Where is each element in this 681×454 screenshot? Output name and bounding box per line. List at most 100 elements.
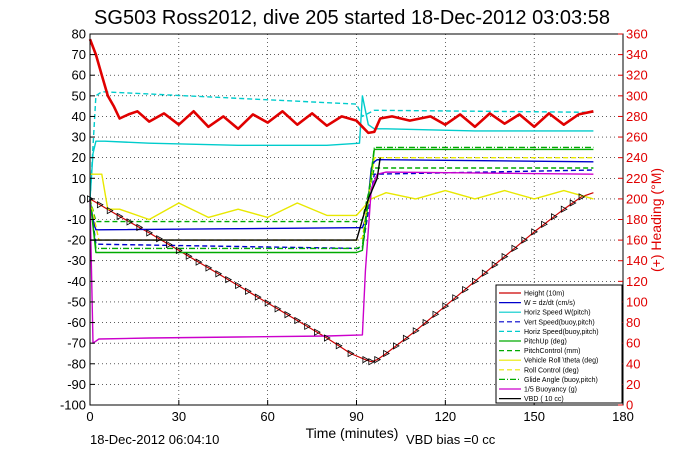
y-tick-label-6: -40 [67,274,86,289]
right-tick-label-14: 280 [626,109,648,124]
height-marker [195,258,203,266]
height-marker [432,310,440,318]
height-marker [347,349,355,358]
legend-label-11: VBD ( 10 cc) [524,396,564,403]
legend-label-10: 1/5 Buoyancy (g) [524,387,577,394]
height-marker [393,342,400,350]
legend-label-8: Roll Control (deg) [524,367,579,374]
chart-title: SG503 Ross2012, dive 205 started 18-Dec-… [94,7,610,29]
series-line-heading-m [88,38,594,135]
right-tick-label-3: 60 [626,336,640,351]
height-marker [442,302,450,310]
height-marker [215,270,223,278]
height-marker [531,228,539,236]
x-tick-label-0: 0 [86,409,93,424]
height-marker [96,201,104,209]
height-marker [235,281,242,290]
height-marker [335,342,343,350]
series-line-horiz-speed-w-pitch [89,95,594,199]
height-marker [284,310,292,319]
height-marker [274,305,282,313]
y-tick-label-16: 60 [72,68,86,83]
height-marker [106,206,114,215]
height-marker [205,264,213,272]
height-marker [175,246,183,255]
y-tick-label-10: 0 [79,191,86,206]
height-marker [472,277,479,286]
height-marker [245,287,252,295]
height-marker [225,275,233,284]
height-marker [402,334,410,343]
height-marker [264,299,272,307]
right-axis-ticks: 0 20 40 60 80 100 120 140 160 180 200 220 240 260 280 3… [618,27,648,413]
y-axis-ticks: -100-90-80-70-60-50-40-30-20-10010203040… [60,27,95,413]
x-tick-label-4: 120 [434,409,456,424]
x-tick-label-1: 30 [172,409,186,424]
y-tick-label-0: -100 [60,398,86,413]
height-marker [146,229,154,237]
series-line-1-5-buoyancy-g [89,171,594,344]
y-tick-label-17: 70 [72,47,86,62]
height-marker [166,240,173,249]
y-tick-label-13: 30 [72,130,86,145]
right-tick-label-17: 340 [626,47,648,62]
height-marker [368,358,376,366]
right-tick-label-6: 120 [626,274,648,289]
right-tick-label-11: 220 [626,171,648,186]
x-tick-label-2: 60 [260,409,274,424]
height-marker [481,269,489,277]
right-tick-label-5: 100 [626,294,648,309]
height-markers [87,193,586,366]
y-tick-label-1: -90 [67,377,86,392]
y-tick-label-15: 50 [72,88,86,103]
legend-label-9: Glide Angle (buoy,pitch) [524,377,598,384]
legend-label-7: Vehicle Roll \theta (deg) [524,358,598,365]
height-marker [462,285,469,294]
x-tick-label-5: 150 [523,409,545,424]
right-axis-label: (+) Heading (°M) [648,168,664,272]
height-marker [412,327,420,335]
height-marker [362,355,370,364]
height-marker [383,349,390,358]
height-marker [491,261,499,269]
height-marker [501,252,509,261]
height-marker [136,223,144,232]
y-tick-label-5: -50 [67,294,86,309]
height-marker [511,244,519,253]
height-marker [304,322,311,331]
height-marker [551,213,558,221]
legend-label-4: Horiz Speed(buoy,pitch) [524,329,599,336]
height-marker [156,235,163,243]
series-line-roll-control-deg [89,156,594,241]
y-tick-label-7: -30 [67,253,86,268]
legend-label-1: W = dz/dt (cm/s) [524,300,575,307]
right-tick-label-12: 240 [626,150,648,165]
y-tick-label-3: -70 [67,336,86,351]
legend-label-5: PitchUp (deg) [524,339,567,346]
x-tick-label-3: 90 [349,409,363,424]
series-line-pitchcontrol-mm [89,167,594,223]
legend: Height (10m) W = dz/dt (cm/s) Horiz Speed … [495,284,623,404]
right-tick-label-13: 260 [626,130,648,145]
x-tick-label-6: 180 [612,409,634,424]
height-marker [521,236,529,244]
legend-box [495,284,623,404]
right-tick-label-15: 300 [626,88,648,103]
right-tick-label-2: 40 [626,356,640,371]
y-tick-label-14: 40 [72,109,86,124]
height-marker [541,220,548,228]
height-marker [314,328,321,336]
height-marker [294,316,302,325]
legend-label-3: Vert Speed(buoy,pitch) [524,319,595,326]
height-marker [422,318,430,327]
legend-label-6: PitchControl (mm) [524,348,580,355]
right-tick-label-1: 20 [626,377,640,392]
y-tick-label-12: 20 [72,150,86,165]
height-marker [452,294,460,302]
y-tick-label-9: -10 [67,212,86,227]
right-tick-label-18: 360 [626,27,648,42]
height-marker [254,293,262,301]
y-tick-label-18: 80 [72,27,86,42]
height-marker [560,205,568,213]
